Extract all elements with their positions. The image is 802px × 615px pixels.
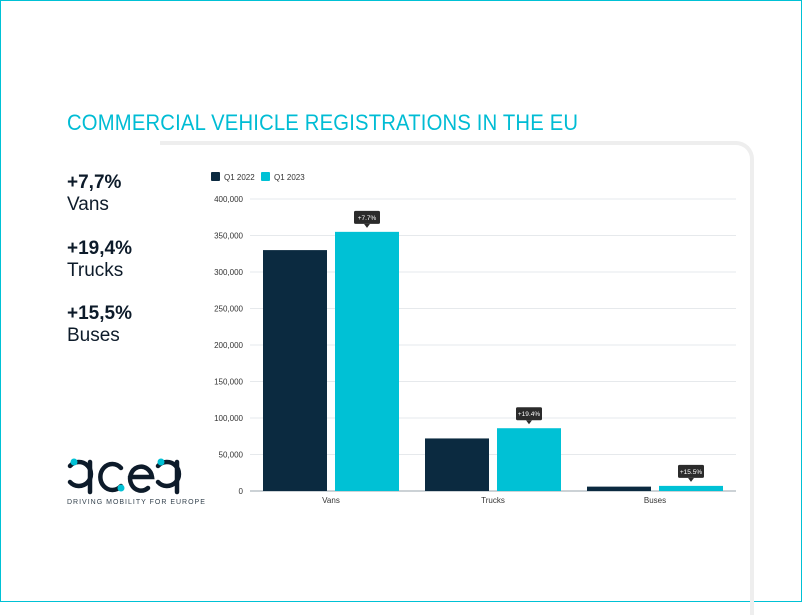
- stat-vans-pct: +7,7%: [67, 172, 122, 193]
- logo-dot: [117, 484, 125, 492]
- legend-label: Q1 2022: [224, 173, 255, 182]
- stat-buses-label: Buses: [67, 325, 120, 346]
- stat-vans-label: Vans: [67, 194, 109, 215]
- annotation-callout: +7.7%: [354, 210, 380, 228]
- x-tick-label: Buses: [644, 496, 666, 505]
- y-tick-label: 350,000: [214, 232, 243, 241]
- stat-trucks-label: Trucks: [67, 260, 124, 281]
- annotation-box: [354, 210, 380, 224]
- annotation-label: +7.7%: [358, 215, 377, 222]
- y-tick-label: 50,000: [219, 451, 244, 460]
- stat-vans: +7,7% Vans: [67, 172, 121, 216]
- annotation-callout: +19.4%: [516, 407, 542, 425]
- annotation-box: [516, 407, 542, 421]
- bar-q1-2023-vans: [335, 231, 399, 491]
- annotation-pointer: [688, 477, 694, 482]
- bar-q1-2023-trucks: [497, 428, 561, 491]
- y-tick-label: 250,000: [214, 305, 243, 314]
- logo-tagline: DRIVING MOBILITY FOR EUROPE: [67, 499, 206, 506]
- y-tick-label: 0: [239, 487, 244, 496]
- annotations: +7.7% +19.4% +15.5%: [354, 210, 704, 482]
- annotation-label: +15.5%: [680, 469, 702, 476]
- legend-swatch: [211, 172, 220, 181]
- page-title: COMMERCIAL VEHICLE REGISTRATIONS IN THE …: [67, 110, 579, 135]
- x-tick-label: Vans: [322, 496, 340, 505]
- y-tick-label: 200,000: [214, 341, 243, 350]
- x-axis: Vans Trucks Buses: [322, 496, 666, 505]
- legend-label: Q1 2023: [274, 173, 305, 182]
- bars: [263, 231, 723, 491]
- logo-dot: [70, 458, 78, 466]
- y-tick-label: 150,000: [214, 378, 243, 387]
- bar-q1-2022-vans: [263, 250, 327, 491]
- legend-swatch: [261, 172, 270, 181]
- annotation-pointer: [526, 420, 532, 425]
- annotation-box: [678, 464, 704, 478]
- y-tick-label: 400,000: [214, 195, 243, 204]
- legend: Q1 2022 Q1 2023: [211, 172, 305, 182]
- annotation-pointer: [364, 223, 370, 228]
- bar-q1-2022-buses: [587, 486, 651, 491]
- x-tick-label: Trucks: [481, 496, 505, 505]
- gridlines: [250, 198, 736, 492]
- stat-buses-pct: +15,5%: [67, 303, 132, 324]
- annotation-callout: +15.5%: [678, 464, 704, 482]
- y-axis: 0 50,000 100,000 150,000 200,000 250,000 300,0…: [214, 195, 243, 496]
- chart-card: [160, 141, 754, 615]
- y-tick-label: 300,000: [214, 268, 243, 277]
- acea-logo: [67, 458, 182, 495]
- bar-q1-2022-trucks: [425, 438, 489, 491]
- stat-trucks: +19,4% Trucks: [67, 238, 132, 282]
- bar-chart: 0 50,000 100,000 150,000 200,000 250,000 300,0…: [211, 172, 736, 505]
- annotation-label: +19.4%: [518, 411, 540, 418]
- logo-dot: [157, 458, 165, 466]
- y-tick-label: 100,000: [214, 414, 243, 423]
- stat-trucks-pct: +19,4%: [67, 238, 132, 259]
- bar-q1-2023-buses: [659, 485, 723, 491]
- stat-buses: +15,5% Buses: [67, 303, 132, 347]
